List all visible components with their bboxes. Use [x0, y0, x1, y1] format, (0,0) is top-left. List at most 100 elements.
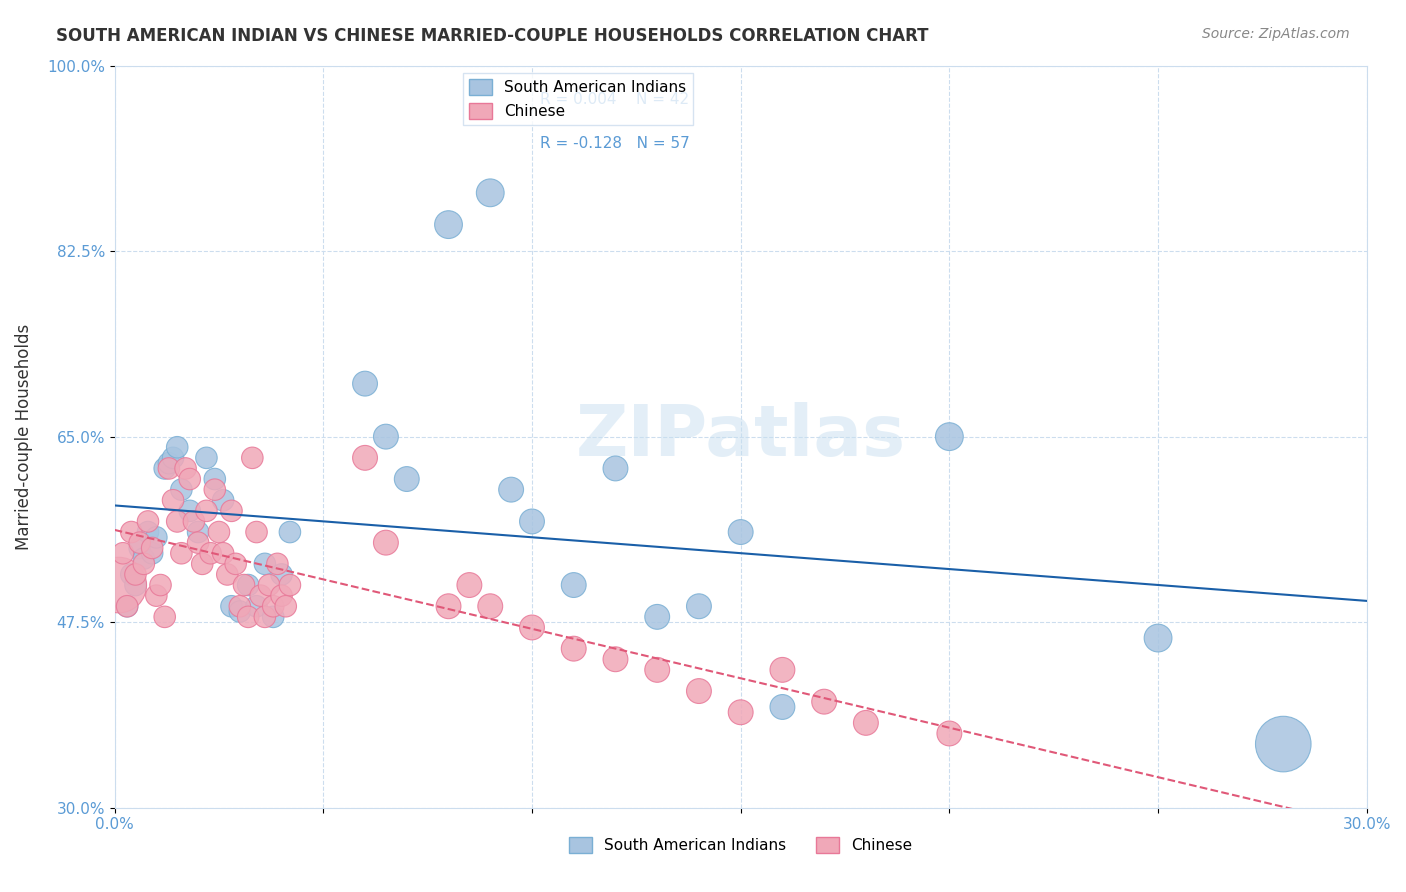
- Point: [229, 599, 252, 614]
- Point: [204, 472, 226, 486]
- Point: [938, 430, 960, 444]
- Point: [166, 515, 188, 529]
- Point: [149, 578, 172, 592]
- Point: [128, 541, 150, 555]
- Point: [374, 535, 396, 549]
- Point: [124, 578, 146, 592]
- Point: [688, 599, 710, 614]
- Point: [145, 530, 167, 544]
- Point: [187, 524, 209, 539]
- Point: [174, 461, 197, 475]
- Point: [278, 524, 301, 539]
- Point: [132, 551, 155, 566]
- Point: [238, 578, 260, 592]
- Point: [437, 599, 460, 614]
- Point: [395, 472, 418, 486]
- Point: [354, 376, 377, 391]
- Point: [141, 541, 163, 555]
- Point: [183, 515, 205, 529]
- Point: [520, 515, 543, 529]
- Point: [253, 610, 276, 624]
- Point: [166, 440, 188, 454]
- Point: [253, 557, 276, 571]
- Point: [225, 557, 247, 571]
- Point: [245, 524, 267, 539]
- Point: [479, 186, 502, 200]
- Point: [278, 578, 301, 592]
- Point: [437, 218, 460, 232]
- Point: [136, 515, 159, 529]
- Point: [645, 610, 668, 624]
- Point: [191, 557, 214, 571]
- Point: [270, 589, 292, 603]
- Point: [562, 641, 585, 656]
- Point: [562, 578, 585, 592]
- Point: [187, 535, 209, 549]
- Point: [645, 663, 668, 677]
- Point: [770, 663, 793, 677]
- Point: [688, 684, 710, 698]
- Point: [141, 546, 163, 560]
- Point: [266, 557, 288, 571]
- Point: [221, 599, 243, 614]
- Point: [770, 700, 793, 714]
- Point: [153, 461, 176, 475]
- Point: [115, 599, 138, 614]
- Point: [195, 450, 218, 465]
- Point: [162, 450, 184, 465]
- Point: [257, 578, 280, 592]
- Point: [1272, 737, 1295, 751]
- Point: [162, 493, 184, 508]
- Point: [132, 557, 155, 571]
- Point: [179, 504, 201, 518]
- Point: [124, 567, 146, 582]
- Point: [128, 535, 150, 549]
- Point: [479, 599, 502, 614]
- Point: [274, 599, 297, 614]
- Point: [270, 567, 292, 582]
- Point: [855, 715, 877, 730]
- Point: [813, 695, 835, 709]
- Point: [153, 610, 176, 624]
- Point: [120, 567, 142, 582]
- Point: [145, 589, 167, 603]
- Text: SOUTH AMERICAN INDIAN VS CHINESE MARRIED-COUPLE HOUSEHOLDS CORRELATION CHART: SOUTH AMERICAN INDIAN VS CHINESE MARRIED…: [56, 27, 929, 45]
- Point: [217, 567, 239, 582]
- Point: [157, 461, 180, 475]
- Point: [179, 472, 201, 486]
- Point: [730, 524, 752, 539]
- Point: [605, 652, 627, 666]
- Point: [115, 599, 138, 614]
- Point: [262, 610, 284, 624]
- Point: [262, 599, 284, 614]
- Point: [249, 589, 271, 603]
- Point: [605, 461, 627, 475]
- Point: [111, 546, 134, 560]
- Point: [730, 706, 752, 720]
- Point: [233, 578, 256, 592]
- Point: [501, 483, 523, 497]
- Point: [245, 599, 267, 614]
- Y-axis label: Married-couple Households: Married-couple Households: [15, 324, 32, 549]
- Point: [240, 450, 263, 465]
- Point: [170, 546, 193, 560]
- Point: [208, 524, 231, 539]
- Point: [229, 605, 252, 619]
- Point: [520, 620, 543, 634]
- Text: ZIPatlas: ZIPatlas: [575, 402, 905, 471]
- Point: [354, 450, 377, 465]
- Point: [221, 504, 243, 518]
- Point: [938, 726, 960, 740]
- Text: R = -0.128   N = 57: R = -0.128 N = 57: [540, 136, 690, 151]
- Point: [374, 430, 396, 444]
- Text: Source: ZipAtlas.com: Source: ZipAtlas.com: [1202, 27, 1350, 41]
- Point: [157, 456, 180, 470]
- Point: [195, 504, 218, 518]
- Point: [136, 524, 159, 539]
- Point: [107, 578, 129, 592]
- Text: R = 0.004    N = 42: R = 0.004 N = 42: [540, 92, 689, 106]
- Point: [458, 578, 481, 592]
- Point: [212, 546, 235, 560]
- Point: [170, 483, 193, 497]
- Point: [1147, 631, 1170, 645]
